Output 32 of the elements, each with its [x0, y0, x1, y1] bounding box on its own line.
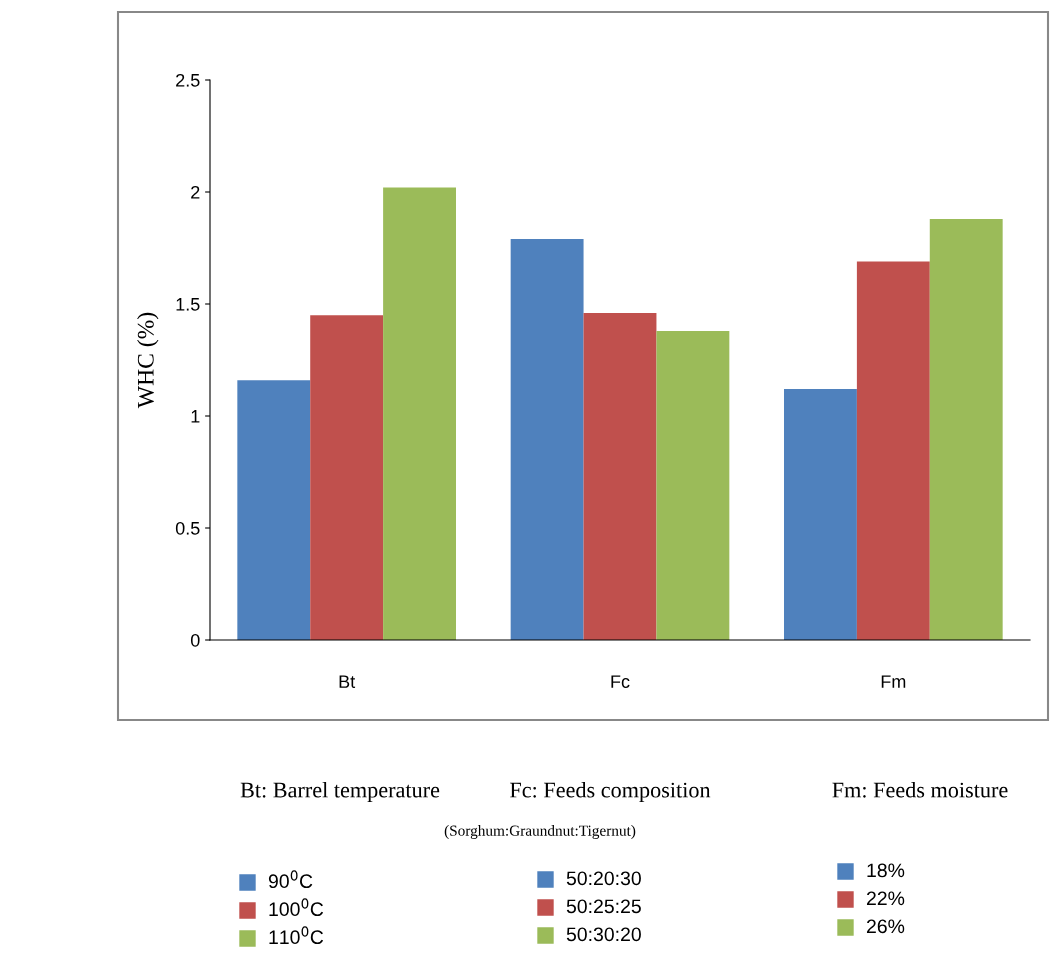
text: 50:20:30 — [566, 871, 641, 886]
text: 50:25:25 — [566, 899, 641, 914]
text: Fc: Feeds composition — [510, 781, 711, 803]
text: 50:30:20 — [566, 927, 641, 942]
y-tick-label: 2.5 — [176, 73, 200, 87]
bar — [784, 389, 857, 640]
bar — [383, 187, 456, 640]
text: 18% — [867, 863, 905, 878]
y-tick-label: 1 — [191, 410, 200, 423]
x-tick-label: Bt — [339, 675, 356, 688]
text: (Sorghum:Graundnut:Tigernut) — [444, 825, 636, 839]
text: 22% — [866, 891, 905, 906]
bar — [656, 330, 730, 640]
bar — [856, 261, 930, 640]
text: 26% — [866, 919, 905, 934]
y-tick-label: 2 — [191, 185, 200, 199]
bar — [583, 312, 657, 640]
y-tick-label: 0.5 — [175, 521, 200, 535]
y-tick-label: 1.5 — [176, 298, 200, 311]
bar — [310, 315, 384, 640]
bar — [929, 218, 1003, 640]
y-axis-title: WHC (%) — [137, 312, 159, 409]
text: 90$^{0}$C — [268, 870, 313, 889]
y-tick-label: 0 — [190, 633, 200, 647]
text: 110$^{0}$C — [269, 926, 324, 945]
text: Fm: Feeds moisture — [832, 781, 1008, 798]
x-tick-label: Fc — [611, 675, 630, 688]
text: Bt: Barrel temperature — [240, 781, 440, 803]
bar — [237, 380, 311, 640]
x-tick-label: Fm — [881, 675, 906, 688]
bar — [510, 239, 584, 640]
text: 100$^{0}$C — [269, 898, 324, 917]
